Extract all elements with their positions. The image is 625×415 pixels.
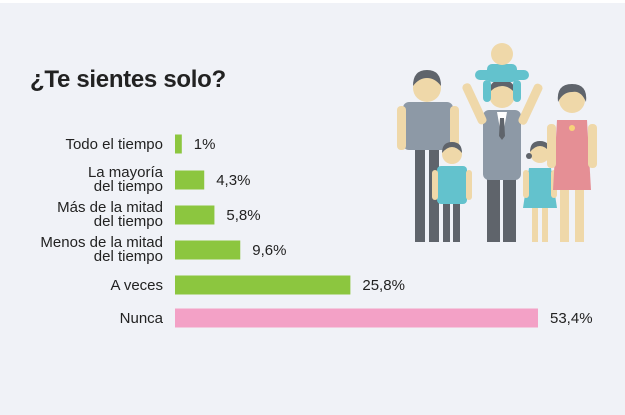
category-label-0: Todo el tiempo <box>65 136 163 153</box>
value-label-4: 25,8% <box>362 277 405 294</box>
bar-3 <box>175 240 241 260</box>
category-label-4: A veces <box>110 277 163 294</box>
category-label-5: Nunca <box>120 310 164 327</box>
top-band <box>0 0 625 3</box>
bar-1 <box>175 170 205 190</box>
bar-2 <box>175 205 215 225</box>
category-label-2: Más de la mitad del tiempo <box>57 199 163 230</box>
value-label-3: 9,6% <box>252 242 286 259</box>
value-label-0: 1% <box>194 136 216 153</box>
chart-title: ¿Te sientes solo? <box>30 66 226 93</box>
value-label-2: 5,8% <box>226 207 260 224</box>
boy-figure <box>432 142 472 242</box>
category-label-1: La mayoría del tiempo <box>88 164 164 195</box>
family-icon <box>397 43 597 242</box>
bar-5 <box>175 308 538 328</box>
man-with-baby-figure <box>462 43 543 242</box>
bar-0 <box>175 134 182 154</box>
value-label-5: 53,4% <box>550 310 593 327</box>
bar-4 <box>175 275 351 295</box>
mother-figure <box>547 84 597 242</box>
value-label-1: 4,3% <box>216 172 250 189</box>
category-label-3: Menos de la mitad del tiempo <box>40 234 163 265</box>
